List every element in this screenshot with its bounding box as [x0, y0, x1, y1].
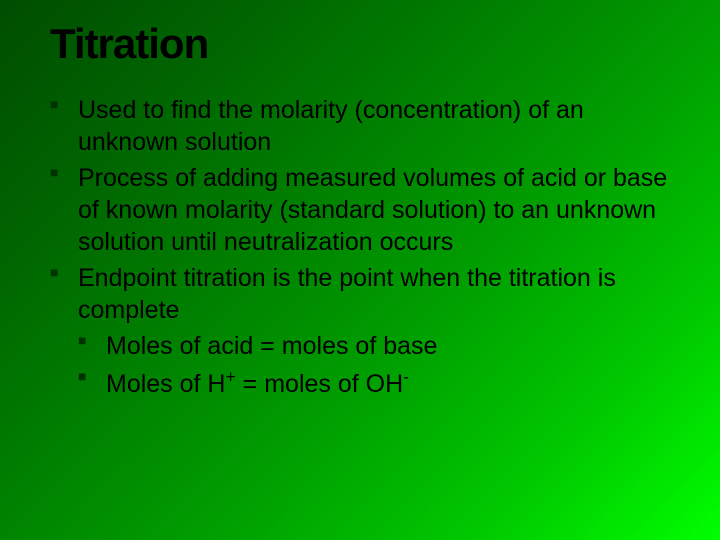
- bullet-item: Process of adding measured volumes of ac…: [50, 162, 680, 258]
- bullet-text: Used to find the molarity (concentration…: [78, 96, 584, 156]
- bullet-item: Endpoint titration is the point when the…: [50, 262, 680, 400]
- sub-bullet-item: Moles of acid = moles of base: [78, 330, 680, 362]
- sub-bullet-list: Moles of acid = moles of base Moles of H…: [78, 330, 680, 400]
- sub-bullet-item: Moles of H+ = moles of OH-: [78, 366, 680, 400]
- bullet-item: Used to find the molarity (concentration…: [50, 94, 680, 158]
- bullet-list: Used to find the molarity (concentration…: [50, 94, 680, 400]
- bullet-text: Endpoint titration is the point when the…: [78, 264, 616, 324]
- slide-title: Titration: [50, 20, 680, 68]
- sub-bullet-text: Moles of acid = moles of base: [106, 332, 437, 360]
- bullet-text: Process of adding measured volumes of ac…: [78, 164, 667, 256]
- slide: Titration Used to find the molarity (con…: [0, 0, 720, 540]
- sub-bullet-text: Moles of H+ = moles of OH-: [106, 370, 409, 398]
